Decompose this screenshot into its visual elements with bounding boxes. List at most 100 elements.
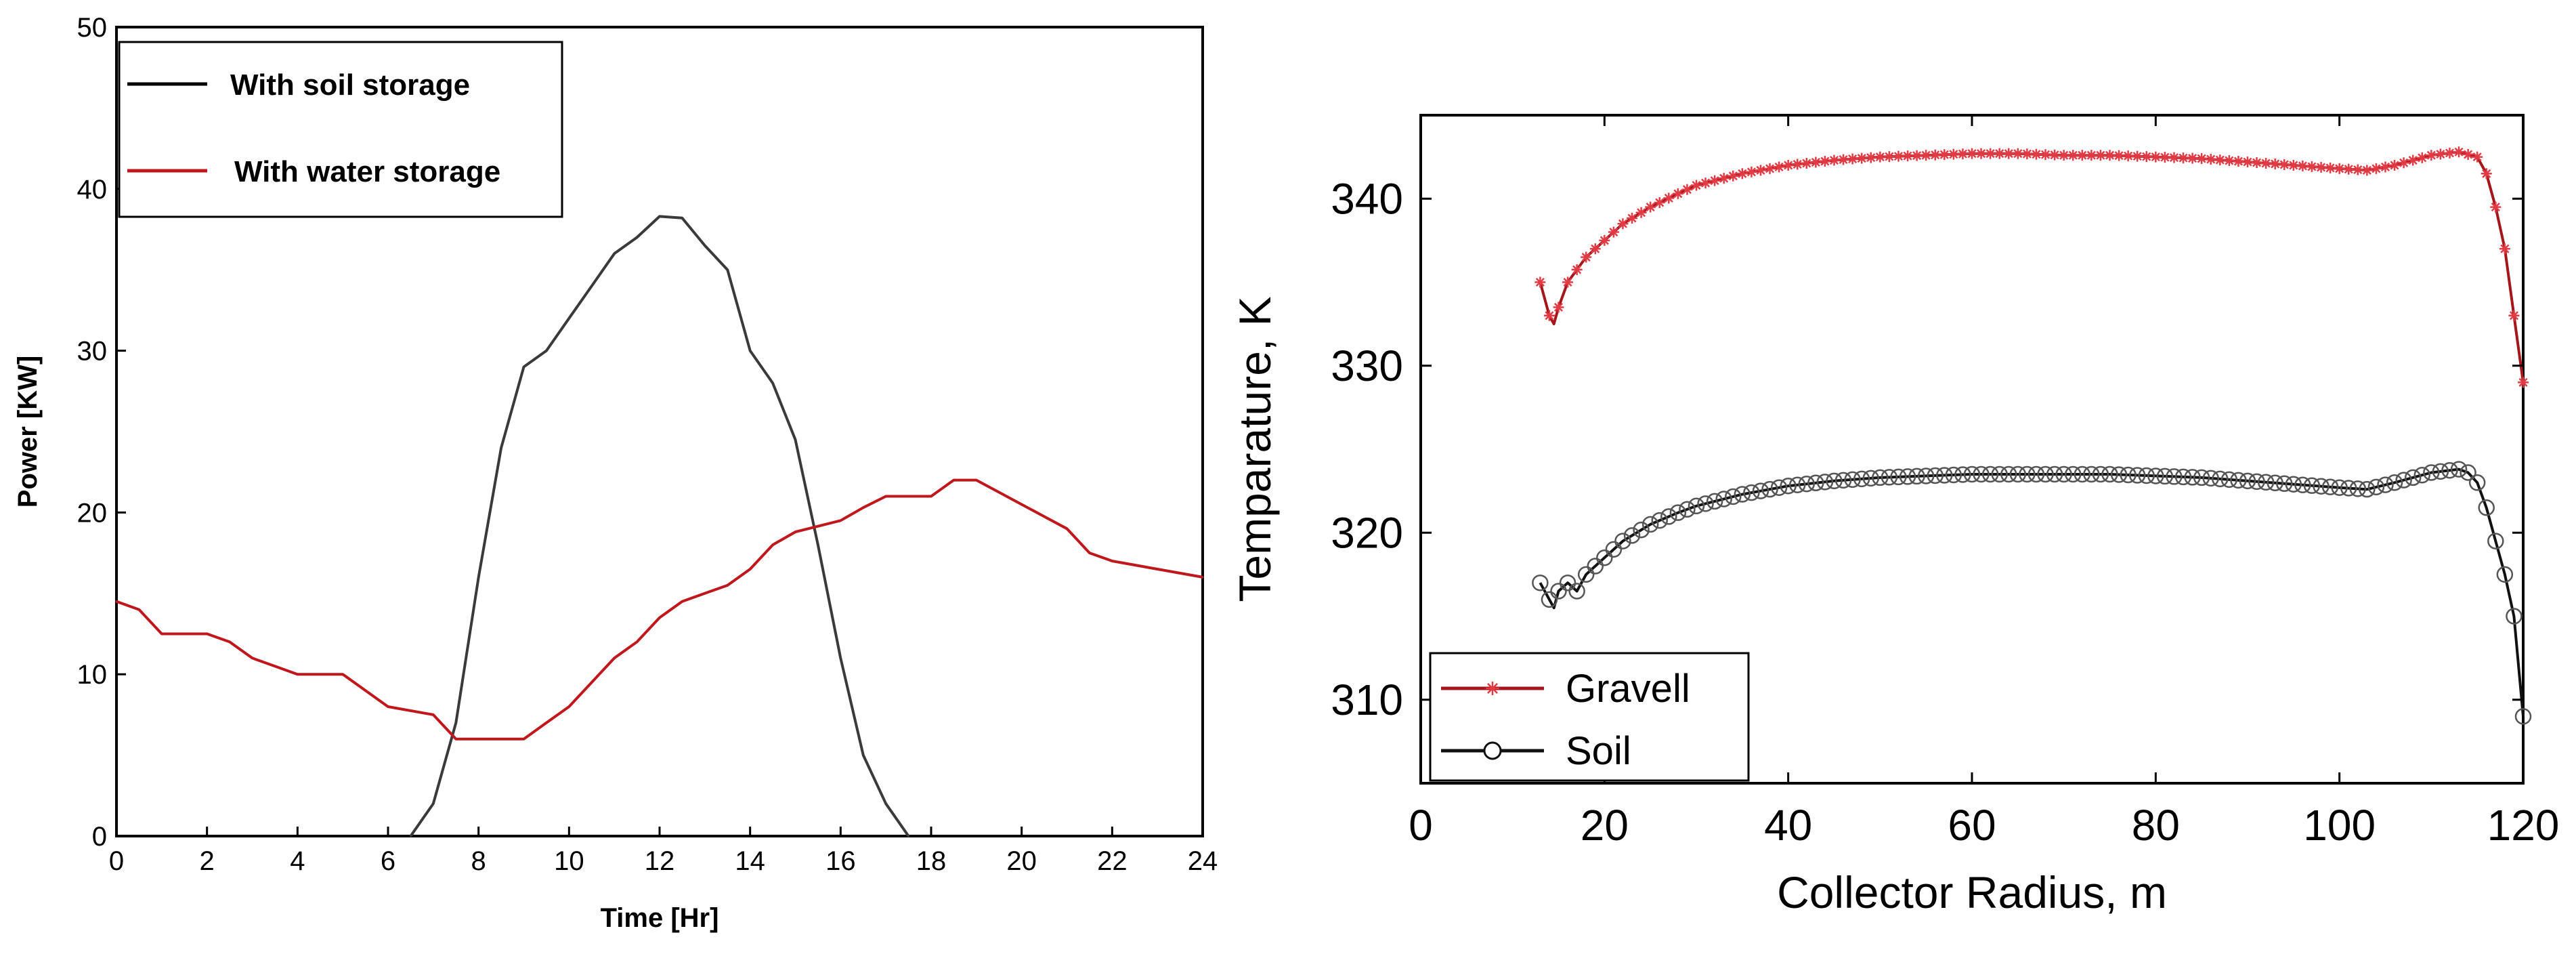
series-soil-marker xyxy=(2359,480,2376,498)
series-gravell-marker xyxy=(1874,151,1886,163)
series-soil-marker xyxy=(1936,467,1953,484)
series-with-soil-storage-point xyxy=(591,285,593,287)
series-soil-marker xyxy=(1623,527,1641,544)
series-soil-marker xyxy=(2101,465,2118,483)
series-soil-marker xyxy=(1541,591,1558,608)
series-gravell-marker xyxy=(1581,251,1592,263)
series-with-water-storage-point xyxy=(137,608,140,611)
series-soil-marker xyxy=(1853,470,1870,488)
series-with-water-storage-point xyxy=(1066,527,1068,530)
series-soil-marker xyxy=(1568,583,1585,600)
power-x-tick-label: 20 xyxy=(1006,846,1037,876)
series-soil-marker xyxy=(2395,472,2412,489)
series-gravell-marker xyxy=(1948,148,1959,160)
series-with-soil-storage-point xyxy=(771,381,774,384)
series-gravell-marker xyxy=(2251,157,2262,169)
series-with-soil-storage-point xyxy=(862,754,865,757)
power-chart-y-axis-title: Power [KW] xyxy=(13,356,43,507)
series-with-soil-storage-point xyxy=(409,835,412,837)
series-with-soil-storage-point xyxy=(500,446,502,449)
series-gravell-marker xyxy=(2104,150,2116,161)
series-with-water-storage-point xyxy=(749,568,752,570)
series-soil-marker xyxy=(2027,465,2045,483)
series-gravell-marker xyxy=(2003,148,2015,159)
series-soil-marker xyxy=(2450,461,2468,478)
power-chart-legend-box xyxy=(118,41,563,218)
series-gravell-marker xyxy=(1589,243,1601,255)
series-gravell-marker xyxy=(1627,213,1638,224)
series-soil-marker xyxy=(2468,474,2486,491)
series-soil-marker xyxy=(2220,471,2238,489)
power-x-tick-label: 18 xyxy=(916,846,947,876)
series-gravell-marker xyxy=(1654,197,1665,209)
series-with-water-storage-point xyxy=(1111,560,1113,562)
series-gravell-marker xyxy=(1534,276,1546,288)
series-gravell-marker xyxy=(2481,168,2492,180)
series-gravell-marker xyxy=(2233,156,2244,167)
series-soil-marker xyxy=(2413,466,2431,484)
series-soil-marker xyxy=(1908,467,1925,485)
power-x-tick-label: 22 xyxy=(1097,846,1128,876)
series-soil-marker xyxy=(2230,472,2247,489)
series-gravell-marker xyxy=(2141,151,2152,163)
series-with-water-storage-point xyxy=(839,519,842,522)
series-soil-marker xyxy=(1973,465,1990,483)
temperature-y-tick-label: 310 xyxy=(1331,676,1403,724)
series-soil-marker xyxy=(2294,476,2311,494)
series-gravell-marker xyxy=(1957,148,1969,160)
series-gravell-marker xyxy=(1929,149,1941,161)
series-soil-marker xyxy=(2423,464,2440,481)
series-soil-marker xyxy=(2386,474,2403,491)
series-with-water-storage-point xyxy=(884,495,887,498)
series-soil-marker xyxy=(2074,465,2091,483)
series-soil-marker xyxy=(1862,470,1880,487)
series-gravell-marker xyxy=(2444,147,2455,159)
series-with-water-storage-point xyxy=(591,681,593,684)
series-soil-marker xyxy=(1788,476,1806,494)
series-soil-marker xyxy=(2202,470,2219,487)
series-gravell-marker xyxy=(1700,178,1711,189)
series-soil-marker xyxy=(1651,512,1668,529)
series-gravell-marker xyxy=(2205,154,2216,165)
series-soil-marker xyxy=(2239,472,2256,490)
series-gravell-marker xyxy=(2398,157,2409,169)
series-soil-marker xyxy=(2340,480,2357,497)
power-x-tick-label: 16 xyxy=(825,846,856,876)
series-gravell-marker xyxy=(1939,149,1950,161)
series-soil-marker xyxy=(2055,465,2072,483)
series-gravell-marker xyxy=(2269,158,2281,169)
series-gravell-marker xyxy=(1617,218,1629,230)
series-gravell-marker xyxy=(2508,310,2520,321)
series-soil-marker xyxy=(2285,476,2302,493)
series-gravell-marker xyxy=(2030,148,2042,160)
series-soil-marker xyxy=(1770,479,1788,496)
series-gravell-marker xyxy=(1727,170,1739,182)
series-with-water-storage-line xyxy=(116,478,1203,741)
series-gravell-marker xyxy=(2288,159,2299,171)
series-soil-marker xyxy=(2092,465,2109,483)
power-x-tick-label: 10 xyxy=(554,846,584,876)
series-gravell-marker xyxy=(1663,192,1675,204)
series-gravell-marker xyxy=(2352,164,2363,175)
series-gravell-marker xyxy=(2389,159,2401,171)
series-with-soil-storage-point xyxy=(432,802,435,805)
series-gravell-marker xyxy=(2168,152,2180,163)
series-gravell-marker xyxy=(1645,201,1656,213)
series-gravell-marker xyxy=(2462,148,2474,160)
series-gravell-marker xyxy=(2472,151,2483,163)
temperature-chart-x-axis-title: Collector Radius, m xyxy=(1777,867,2167,917)
series-soil-line xyxy=(1539,467,2525,717)
series-soil-marker xyxy=(2321,478,2339,495)
series-soil-marker xyxy=(1798,476,1816,493)
series-soil-marker xyxy=(1669,504,1687,521)
series-soil-marker xyxy=(1761,480,1778,498)
series-soil-marker xyxy=(1734,486,1751,503)
series-with-water-storage-point xyxy=(613,657,616,659)
power-y-tick-label: 40 xyxy=(77,175,108,205)
series-gravell-marker xyxy=(2122,150,2134,162)
series-soil-marker xyxy=(1605,541,1623,558)
series-gravell-marker xyxy=(2113,150,2125,161)
series-soil-marker xyxy=(1780,477,1797,495)
series-gravell-marker xyxy=(2361,165,2373,176)
